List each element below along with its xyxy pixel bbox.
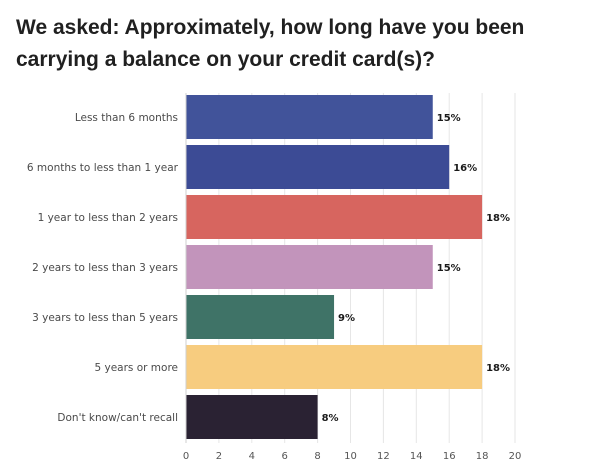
x-axis-ticks: 0 2 4 6 8 10 12 14 16 18 20 xyxy=(183,451,522,462)
bar xyxy=(186,295,335,339)
category-label: 6 months to less than 1 year xyxy=(27,162,179,174)
value-label: 15% xyxy=(437,113,461,124)
x-tick-label: 2 xyxy=(216,451,222,462)
x-tick-label: 20 xyxy=(509,451,522,462)
category-label: 5 years or more xyxy=(94,362,178,374)
bar xyxy=(186,95,433,139)
category-label: 1 year to less than 2 years xyxy=(38,212,178,224)
category-labels: Less than 6 months 6 months to less than … xyxy=(27,112,179,424)
x-tick-label: 4 xyxy=(249,451,255,462)
chart-title: We asked: Approximately, how long have y… xyxy=(16,16,525,71)
value-labels: 15% 16% 18% 15% 9% 18% 8% xyxy=(322,113,510,424)
value-label: 9% xyxy=(338,313,355,324)
value-label: 15% xyxy=(437,263,461,274)
x-tick-label: 18 xyxy=(476,451,489,462)
category-label: 2 years to less than 3 years xyxy=(32,262,178,274)
bar xyxy=(186,195,483,239)
value-label: 18% xyxy=(486,363,510,374)
x-tick-label: 12 xyxy=(377,451,390,462)
x-tick-label: 14 xyxy=(410,451,423,462)
bar xyxy=(186,345,483,389)
bar xyxy=(186,395,318,439)
x-tick-label: 16 xyxy=(443,451,456,462)
value-label: 8% xyxy=(322,413,339,424)
bar xyxy=(186,245,433,289)
category-label: 3 years to less than 5 years xyxy=(32,312,178,324)
category-label: Don't know/can't recall xyxy=(57,412,178,424)
x-tick-label: 8 xyxy=(314,451,320,462)
bars xyxy=(186,95,483,439)
bar xyxy=(186,145,450,189)
x-tick-label: 6 xyxy=(282,451,288,462)
x-tick-label: 10 xyxy=(344,451,357,462)
value-label: 18% xyxy=(486,213,510,224)
x-tick-label: 0 xyxy=(183,451,189,462)
value-label: 16% xyxy=(453,163,477,174)
category-label: Less than 6 months xyxy=(75,112,178,124)
